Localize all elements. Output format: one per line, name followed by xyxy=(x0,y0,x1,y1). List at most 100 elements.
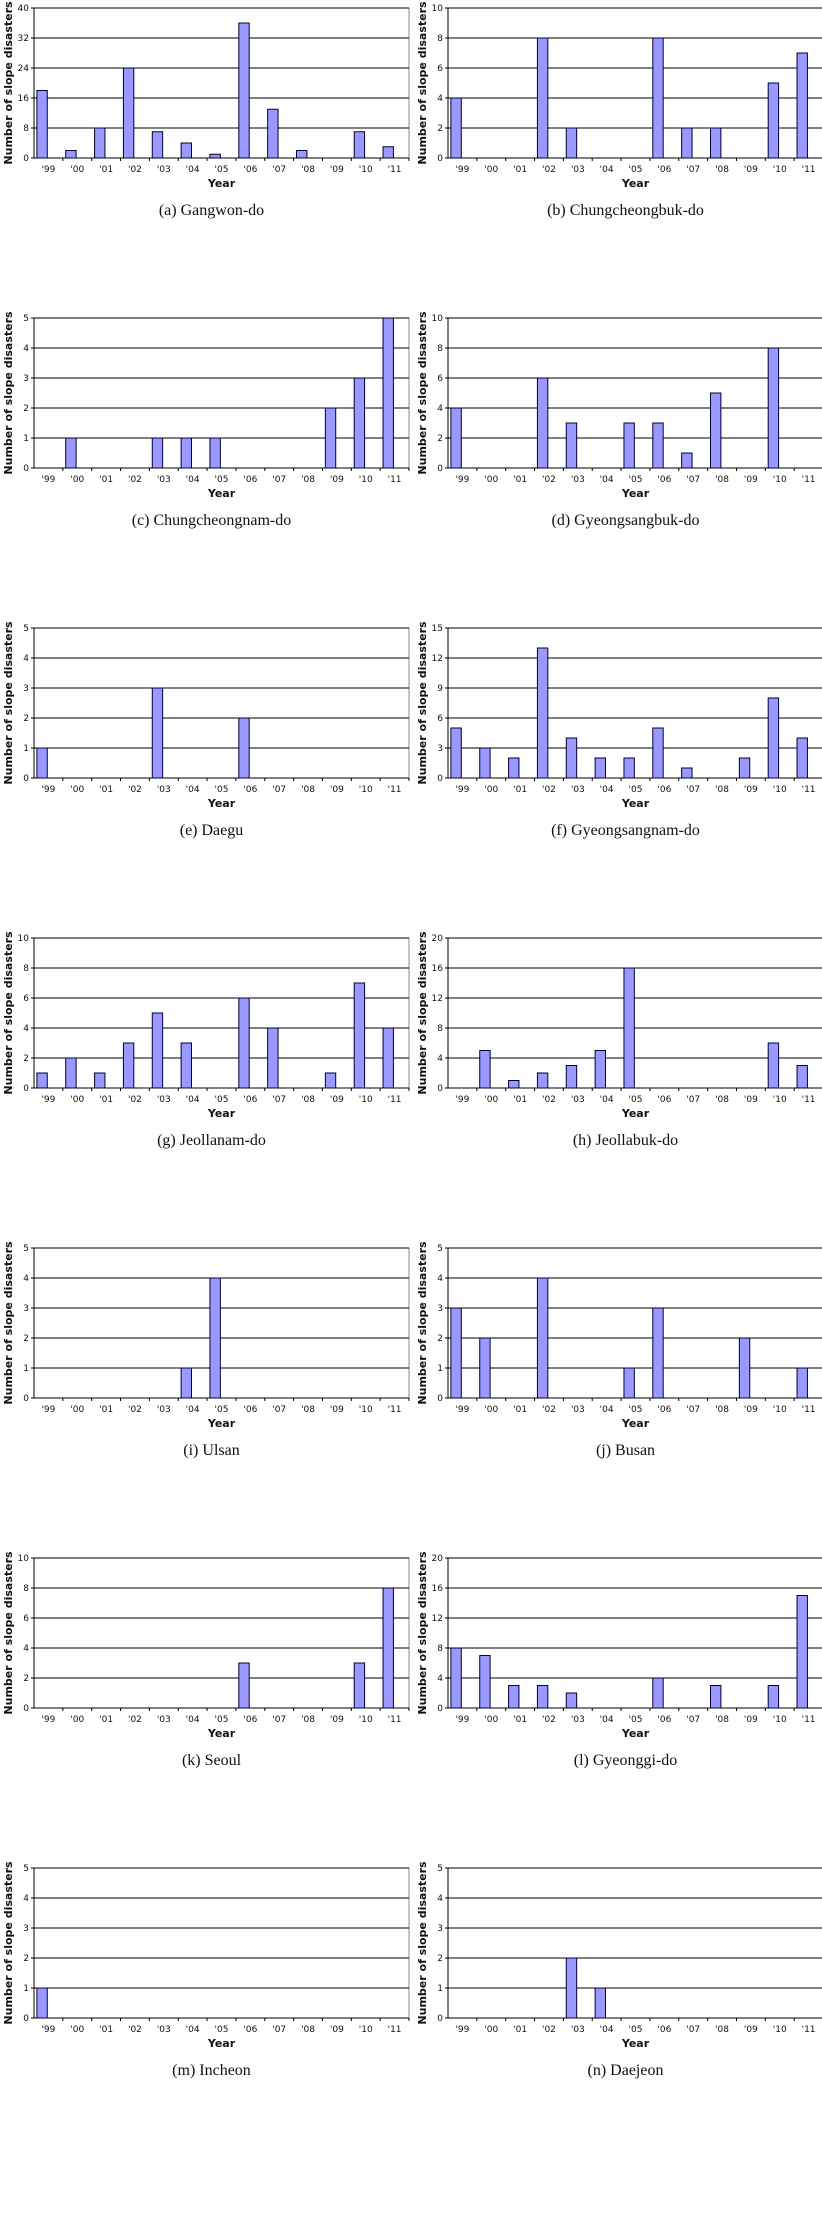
y-tick-label: 5 xyxy=(23,314,29,324)
x-tick-label: '10 xyxy=(359,1405,373,1415)
x-tick-label: '08 xyxy=(301,1095,315,1105)
bar xyxy=(681,767,693,779)
x-tick-label: '05 xyxy=(629,1715,643,1725)
x-tick-label: '00 xyxy=(484,165,498,175)
bar xyxy=(238,22,250,159)
x-tick-label: '09 xyxy=(330,475,344,485)
x-tick-label: '00 xyxy=(70,1405,84,1415)
bar xyxy=(382,317,394,469)
y-tick-label: 6 xyxy=(437,714,443,724)
x-tick-label: '09 xyxy=(744,1715,758,1725)
bar xyxy=(652,1677,664,1709)
x-tick-label: '01 xyxy=(99,1715,113,1725)
y-tick-label: 5 xyxy=(437,1864,443,1874)
y-tick-label: 6 xyxy=(437,64,443,74)
y-tick-label: 4 xyxy=(23,1274,29,1284)
x-tick-label: '99 xyxy=(41,1715,55,1725)
plot-frame xyxy=(447,7,822,159)
x-tick-label: '99 xyxy=(455,475,469,485)
y-tick-label: 15 xyxy=(432,624,443,634)
x-tick-label: '03 xyxy=(571,1715,585,1725)
x-tick-label: '05 xyxy=(629,165,643,175)
x-tick-label: '05 xyxy=(215,1405,229,1415)
x-tick-label: '04 xyxy=(600,785,614,795)
x-tick-label: '00 xyxy=(70,165,84,175)
bar xyxy=(479,1655,491,1709)
bar xyxy=(296,150,308,159)
x-tick-label: '07 xyxy=(686,1095,700,1105)
bar xyxy=(353,1662,366,1709)
chart-caption: (f) Gyeongsangnam-do xyxy=(551,822,700,839)
bar xyxy=(353,982,366,1089)
x-tick-label: '07 xyxy=(686,165,700,175)
bar xyxy=(450,97,462,159)
y-tick-label: 6 xyxy=(23,994,29,1004)
plot-frame xyxy=(33,7,410,159)
y-tick-label: 3 xyxy=(23,1304,29,1314)
bar xyxy=(623,757,635,779)
chart-caption: (g) Jeollanam-do xyxy=(157,1132,266,1149)
chart-caption: (l) Gyeonggi-do xyxy=(574,1752,678,1769)
x-tick-label: '02 xyxy=(542,1405,556,1415)
bar xyxy=(209,153,221,159)
x-tick-label: '00 xyxy=(70,1095,84,1105)
y-axis-label: Number of slope disasters xyxy=(2,931,15,1095)
bar xyxy=(710,392,722,469)
bar xyxy=(122,1042,135,1089)
x-tick-label: '02 xyxy=(128,475,142,485)
x-tick-label: '08 xyxy=(715,1715,729,1725)
x-tick-label: '02 xyxy=(128,1715,142,1725)
y-tick-label: 8 xyxy=(23,124,29,134)
y-tick-label: 4 xyxy=(23,654,29,664)
plot-frame xyxy=(33,1867,410,2019)
x-tick-label: '02 xyxy=(542,1715,556,1725)
y-tick-label: 0 xyxy=(23,154,29,164)
x-tick-label: '11 xyxy=(802,475,816,485)
x-tick-label: '10 xyxy=(773,1095,787,1105)
y-axis-label: Number of slope disasters xyxy=(416,621,429,785)
x-tick-label: '01 xyxy=(99,1095,113,1105)
x-axis-label: Year xyxy=(207,487,236,500)
bar xyxy=(36,1987,48,2019)
x-tick-label: '10 xyxy=(359,1715,373,1725)
x-tick-label: '99 xyxy=(41,1095,55,1105)
x-tick-label: '04 xyxy=(600,2025,614,2035)
x-tick-label: '09 xyxy=(330,1095,344,1105)
bar xyxy=(796,737,808,779)
x-tick-label: '08 xyxy=(715,165,729,175)
bar xyxy=(652,1307,664,1399)
y-tick-label: 9 xyxy=(437,684,443,694)
x-tick-label: '10 xyxy=(773,1405,787,1415)
bar xyxy=(151,131,164,159)
y-tick-label: 3 xyxy=(437,744,443,754)
x-axis-label: Year xyxy=(621,1107,650,1120)
bar xyxy=(479,747,491,779)
chart-panel: 0 3 6 9 12 15 '99 '00 '01 '02 '03 '04 '05 '06 '07 '08 '0… xyxy=(416,621,822,839)
x-tick-label: '06 xyxy=(243,1405,257,1415)
x-tick-label: '10 xyxy=(773,165,787,175)
bar xyxy=(353,377,366,469)
bar xyxy=(180,1042,193,1089)
y-tick-label: 6 xyxy=(23,1614,29,1624)
y-tick-label: 1 xyxy=(437,1984,443,1994)
chart-panel: 0 2 4 6 8 10 '99 '00 '01 '02 '03 '04 '05 '06 '07 '08 '09… xyxy=(2,1551,410,1769)
chart-caption: (k) Seoul xyxy=(182,1752,242,1769)
x-tick-label: '03 xyxy=(157,1405,171,1415)
plot-frame xyxy=(33,1557,410,1709)
bar xyxy=(767,347,780,469)
bar xyxy=(267,108,279,159)
x-tick-label: '01 xyxy=(99,1405,113,1415)
chart-caption: (d) Gyeongsangbuk-do xyxy=(552,512,700,529)
x-tick-label: '09 xyxy=(744,475,758,485)
y-tick-label: 20 xyxy=(432,1554,444,1564)
plot-frame xyxy=(447,317,822,469)
y-tick-label: 0 xyxy=(437,1704,443,1714)
bar xyxy=(594,757,606,779)
bar xyxy=(508,1685,520,1709)
bar xyxy=(36,90,48,159)
bar xyxy=(151,687,164,779)
bar xyxy=(151,437,164,469)
x-tick-label: '11 xyxy=(388,1095,402,1105)
x-tick-label: '03 xyxy=(571,2025,585,2035)
